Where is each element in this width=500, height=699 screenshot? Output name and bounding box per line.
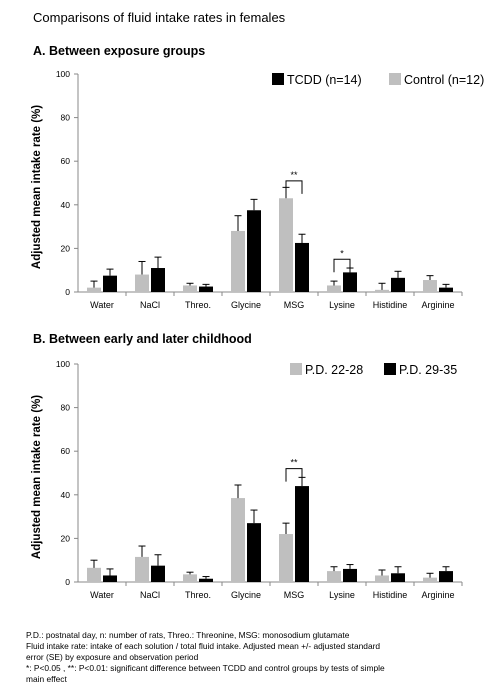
x-tick-label: MSG [284,300,305,310]
footnote-line: error (SE) by exposure and observation p… [26,652,199,662]
y-tick-label: 100 [56,359,70,369]
bar [295,486,309,582]
y-tick-label: 20 [61,243,71,253]
footnote-line: P.D.: postnatal day, n: number of rats, … [26,630,350,640]
y-tick-label: 0 [65,287,70,297]
bar [151,565,165,582]
significance-bracket [285,468,303,482]
bar [87,567,101,582]
y-tick-label: 60 [61,446,71,456]
bar [343,568,357,582]
x-tick-label: NaCl [140,300,160,310]
bar [279,198,293,292]
legend-swatch [389,73,401,85]
y-tick-label: 40 [61,490,71,500]
bar [199,578,213,582]
y-tick-label: 40 [61,200,71,210]
bar [247,523,261,582]
bar [391,573,405,582]
x-tick-label: Histidine [373,300,408,310]
bar [151,268,165,292]
panel-a-title: A. Between exposure groups [33,44,206,58]
x-tick-label: Threo. [185,590,211,600]
significance-bracket [333,258,351,273]
bar [279,534,293,582]
y-tick-label: 60 [61,156,71,166]
x-tick-label: NaCl [140,590,160,600]
x-tick-label: Water [90,590,114,600]
y-tick-label: 20 [61,533,71,543]
x-tick-label: Glycine [231,300,261,310]
y-axis-label: Adjusted mean intake rate (%) [31,395,43,559]
bar [327,285,341,292]
significance-label: ** [290,170,298,180]
legend-swatch [290,363,302,375]
legend-label: P.D. 29-35 [399,363,457,377]
legend-swatch [272,73,284,85]
bar [135,556,149,582]
x-tick-label: Lysine [329,300,355,310]
x-tick-label: Lysine [329,590,355,600]
bar [135,274,149,292]
footnote-line: main effect [26,674,67,684]
significance-bracket [285,180,303,194]
x-tick-label: Histidine [373,590,408,600]
bar [423,577,437,582]
x-tick-label: Arginine [421,300,454,310]
bar [391,277,405,292]
bar [295,242,309,292]
x-tick-label: MSG [284,590,305,600]
bar [183,285,197,292]
footnotes: P.D.: postnatal day, n: number of rats, … [26,630,500,685]
footnote-line: Fluid intake rate: intake of each soluti… [26,641,381,651]
bar [375,289,389,292]
y-axis-label: Adjusted mean intake rate (%) [31,105,43,269]
bar [103,575,117,582]
bar [231,498,245,582]
panel-b-title: B. Between early and later childhood [33,332,252,346]
bar [199,286,213,292]
bar [327,571,341,582]
x-tick-label: Glycine [231,590,261,600]
bar [247,210,261,292]
legend-label: Control (n=12) [404,73,484,87]
y-tick-label: 80 [61,113,71,123]
bar [439,571,453,582]
significance-label: ** [290,458,298,468]
page-title: Comparisons of fluid intake rates in fem… [33,10,286,25]
bar [343,272,357,292]
legend-label: P.D. 22-28 [305,363,363,377]
x-tick-label: Arginine [421,590,454,600]
bar [183,574,197,582]
bar [423,280,437,292]
x-tick-label: Water [90,300,114,310]
legend-label: TCDD (n=14) [287,73,362,87]
bar [103,275,117,292]
footnote-line: *: P<0.05 , **: P<0.01: significant diff… [26,663,385,673]
significance-label: * [340,248,344,258]
chart-b: 0 20 40 60 80 100 Adjusted mean intake rate (%… [31,359,463,600]
bar [87,287,101,292]
y-tick-label: 0 [65,577,70,587]
legend-swatch [384,363,396,375]
bar [375,575,389,582]
x-tick-label: Threo. [185,300,211,310]
y-tick-label: 100 [56,69,70,79]
y-tick-label: 80 [61,403,71,413]
bar [231,230,245,292]
chart-a: 0 20 40 60 80 100 Adjusted mean intake rate (%… [31,69,484,310]
bar [439,287,453,292]
